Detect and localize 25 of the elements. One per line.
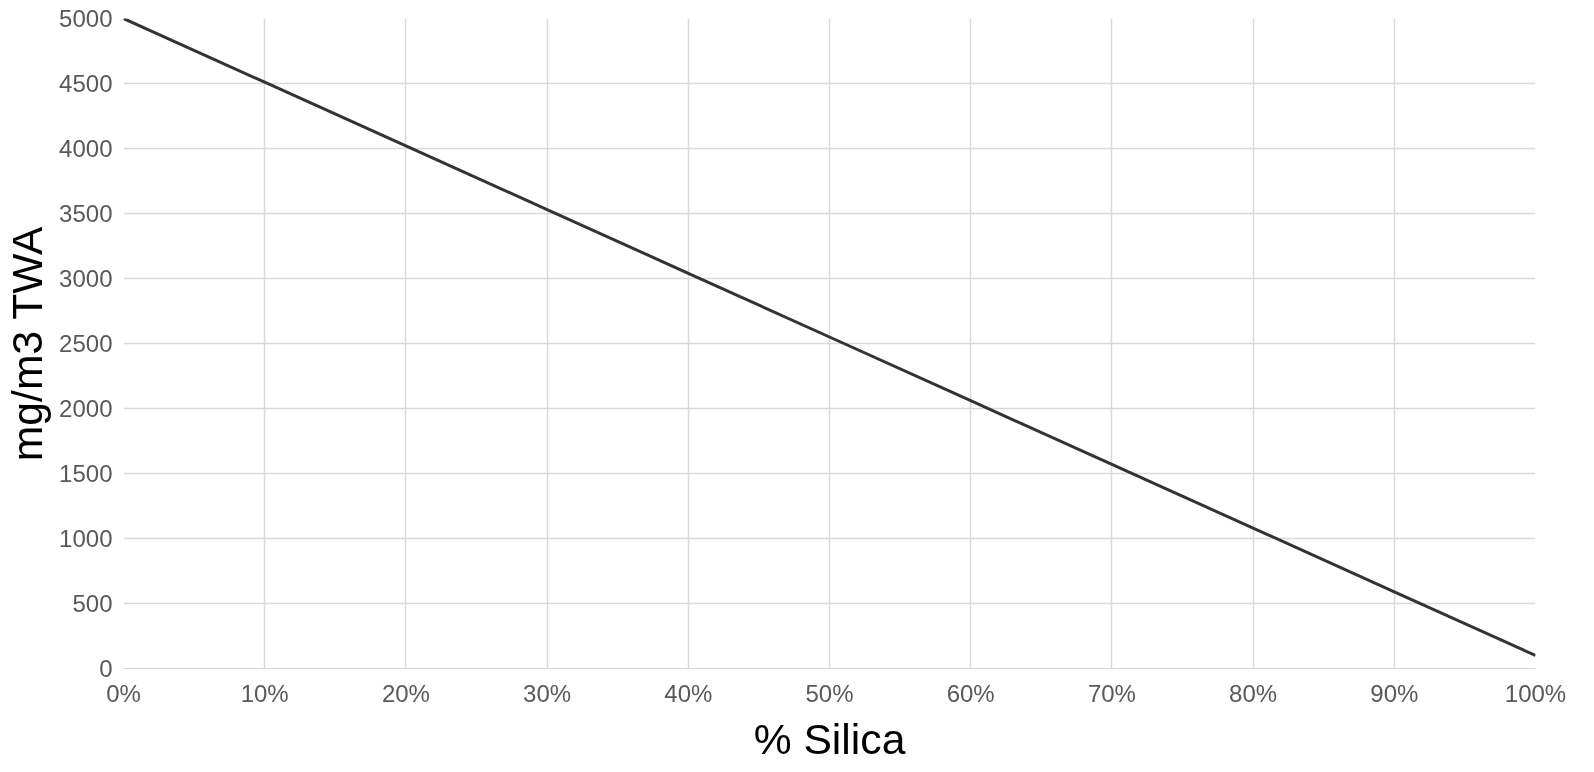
x-tick-label: 10%	[240, 679, 289, 707]
y-tick-label: 4500	[59, 70, 113, 97]
y-tick-label: 3500	[59, 200, 113, 227]
y-tick-label: 4000	[59, 135, 113, 162]
line-series	[123, 18, 1536, 657]
x-tick-label: 70%	[1087, 679, 1136, 707]
y-tick-label: 2500	[59, 330, 113, 357]
x-tick-label: 100%	[1504, 679, 1567, 707]
y-tick-label: 0	[99, 655, 113, 682]
x-tick-label: 50%	[805, 679, 854, 707]
x-tick-label: 60%	[946, 679, 995, 707]
y-tick-label: 5000	[59, 5, 113, 32]
x-tick-label: 80%	[1229, 679, 1278, 707]
y-tick-label: 2000	[59, 395, 113, 422]
x-tick-label: 90%	[1370, 679, 1419, 707]
y-axis-title: mg/m3 TWA	[3, 226, 52, 462]
y-tick-label: 1500	[59, 460, 113, 487]
y-tick-label: 500	[72, 590, 113, 617]
x-tick-label: 30%	[523, 679, 572, 707]
x-tick-label: 40%	[664, 679, 713, 707]
y-tick-label: 1000	[59, 525, 113, 552]
x-tick-label: 20%	[381, 679, 430, 707]
x-axis-title: % Silica	[753, 714, 906, 763]
y-tick-label: 3000	[59, 265, 113, 292]
x-tick-label: 0%	[106, 679, 141, 707]
